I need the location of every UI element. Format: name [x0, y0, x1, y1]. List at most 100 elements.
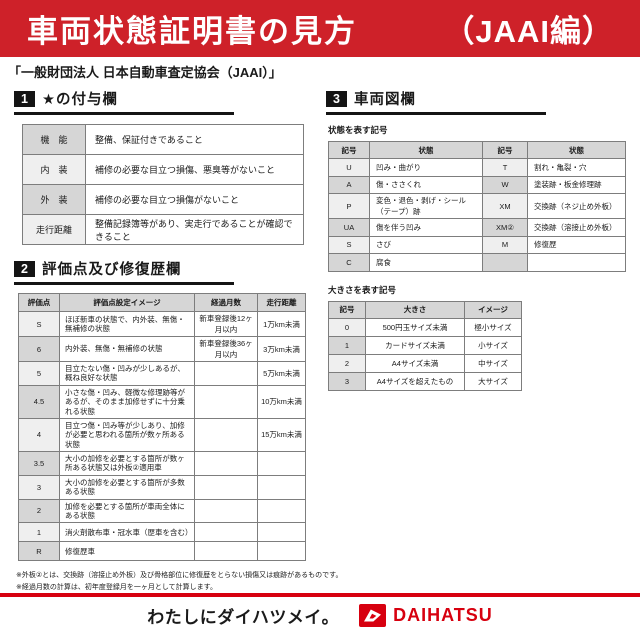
footnote: ※外板②とは、交換跡（溶接止め外板）及び骨格部位に修復歴をとらない損傷又は痕跡が…	[16, 572, 343, 580]
score-cell: 6	[18, 336, 60, 362]
column-header: 経過月数	[194, 293, 258, 312]
image-cell: 大小の加修を必要とする箇所が多数ある状態	[59, 474, 195, 500]
criteria-label: 走行距離	[22, 214, 86, 245]
section3-title: 車両図欄	[354, 92, 416, 108]
image-cell: 目立たない傷・凹みが少しあるが、概ね良好な状態	[59, 361, 195, 386]
size-cell: A4サイズ未満	[365, 353, 465, 373]
score-cell: R	[18, 541, 60, 562]
symbol-cell: W	[482, 175, 528, 194]
score-cell: 4	[18, 417, 60, 453]
table-row: 5 目立たない傷・凹みが少しあるが、概ね良好な状態 5万km未満	[18, 361, 306, 386]
score-cell: 3.5	[18, 451, 60, 476]
image-cell: 小さな傷・凹み、軽微な修理跡等があるが、そのまま加修せずに十分乗れる状態	[59, 384, 195, 419]
distance-cell: 3万km未満	[257, 336, 306, 362]
table-row: P 変色・退色・剥げ・シール（テープ）跡 XM 交換跡（ネジ止め外板）	[328, 193, 626, 219]
table-row: 機 能 整備、保証付きであること	[22, 124, 304, 155]
condition-symbols-table: 記号 状態 記号 状態 U 凹み・曲がり T 割れ・亀裂・穴 A 傷・ささくれ …	[328, 141, 626, 272]
condition-cell: 凹み・曲がり	[369, 158, 483, 177]
distance-cell	[257, 474, 306, 500]
condition-cell: 割れ・亀裂・穴	[527, 158, 626, 177]
table-row: UA 傷を伴う凹み XM② 交換跡（溶接止め外板）	[328, 218, 626, 237]
column-header: 状態	[369, 141, 483, 159]
condition-cell: さび	[369, 235, 483, 254]
condition-cell: 傷を伴う凹み	[369, 218, 483, 237]
image-cell: 消火剤散布車・冠水車（歴車を含む）	[59, 522, 195, 543]
symbol-cell: XM②	[482, 218, 528, 237]
criteria-desc: 補修の必要な目立つ損傷、悪臭等がないこと	[85, 154, 304, 185]
table-header-row: 評価点 評価点設定イメージ 経過月数 走行距離	[18, 293, 306, 312]
star-criteria-table: 機 能 整備、保証付きであること 内 装 補修の必要な目立つ損傷、悪臭等がないこ…	[22, 124, 304, 245]
daihatsu-slogan: わたしにダイハツメイ。	[147, 608, 340, 628]
table-row: 4.5 小さな傷・凹み、軽微な修理跡等があるが、そのまま加修せずに十分乗れる状態…	[18, 384, 306, 419]
table-row: U 凹み・曲がり T 割れ・亀裂・穴	[328, 158, 626, 177]
symbol-cell: M	[482, 235, 528, 254]
table-row: 1 カードサイズ未満 小サイズ	[328, 335, 522, 355]
months-cell	[194, 522, 258, 543]
column-header: 走行距離	[257, 293, 306, 312]
table-row: 2 加修を必要とする箇所が車両全体にある状態	[18, 498, 306, 524]
section3-number-badge: 3	[326, 90, 347, 107]
distance-cell	[257, 451, 306, 476]
table-row: 内 装 補修の必要な目立つ損傷、悪臭等がないこと	[22, 154, 304, 185]
score-cell: 4.5	[18, 384, 60, 419]
months-cell	[194, 451, 258, 476]
size-cell: カードサイズ未満	[365, 335, 465, 355]
image-cell: 中サイズ	[464, 353, 522, 373]
footer: わたしにダイハツメイ。 DAIHATSU	[0, 597, 640, 634]
table-row: 3 A4サイズを超えたもの 大サイズ	[328, 371, 522, 391]
condition-cell: 腐食	[369, 253, 483, 272]
months-cell: 新車登録後12ヶ月以内	[194, 311, 258, 337]
image-cell: 極小サイズ	[464, 317, 522, 337]
table-row: R 修復歴車	[18, 541, 306, 562]
table-row: 1 消火剤散布車・冠水車（歴車を含む）	[18, 522, 306, 543]
criteria-label: 機 能	[22, 124, 86, 155]
title-banner: 車両状態証明書の見方 （JAAI編）	[0, 0, 640, 57]
section1-title: ★の付与欄	[42, 92, 118, 108]
image-cell: 大サイズ	[464, 371, 522, 391]
symbol-cell: XM	[482, 193, 528, 219]
condition-symbols-label: 状態を表す記号	[328, 125, 388, 135]
table-row: 4 目立つ傷・凹み等が少しあり、加修が必要と思われる箇所が数ヶ所ある状態 15万…	[18, 417, 306, 453]
section2-header: 2 評価点及び修復歴欄	[14, 258, 234, 285]
section1-header: 1 ★の付与欄	[14, 88, 234, 115]
image-cell: 目立つ傷・凹み等が少しあり、加修が必要と思われる箇所が数ヶ所ある状態	[59, 417, 195, 453]
image-cell: 大小の加修を必要とする箇所が数ヶ所ある状態又は外板②適用車	[59, 451, 195, 476]
symbol-cell: U	[328, 158, 370, 177]
symbol-cell: C	[328, 253, 370, 272]
condition-cell: 交換跡（ネジ止め外板）	[527, 193, 626, 219]
score-cell: S	[18, 311, 60, 337]
distance-cell: 1万km未満	[257, 311, 306, 337]
table-row: A 傷・ささくれ W 塗装跡・板金修理跡	[328, 175, 626, 194]
section1-number-badge: 1	[14, 90, 35, 107]
section3-header: 3 車両図欄	[326, 88, 546, 115]
distance-cell	[257, 498, 306, 524]
criteria-desc: 整備、保証付きであること	[85, 124, 304, 155]
table-row: C 腐食	[328, 253, 626, 272]
column-header: 記号	[328, 300, 366, 319]
image-cell: 加修を必要とする箇所が車両全体にある状態	[59, 498, 195, 524]
symbol-cell: 0	[328, 317, 366, 337]
column-header: 状態	[527, 141, 626, 159]
symbol-cell	[482, 253, 528, 272]
distance-cell: 5万km未満	[257, 361, 306, 386]
months-cell	[194, 474, 258, 500]
score-cell: 3	[18, 474, 60, 500]
symbol-cell: 2	[328, 353, 366, 373]
months-cell	[194, 541, 258, 562]
footnote: ※経過月数の計算は、初年度登録月を一ヶ月として計算します。	[16, 583, 217, 591]
size-cell: 500円玉サイズ未満	[365, 317, 465, 337]
symbol-cell: A	[328, 175, 370, 194]
image-cell: 小サイズ	[464, 335, 522, 355]
condition-cell	[527, 253, 626, 272]
score-cell: 1	[18, 522, 60, 543]
image-cell: 修復歴車	[59, 541, 195, 562]
daihatsu-brand: DAIHATSU	[359, 604, 493, 628]
condition-cell: 変色・退色・剥げ・シール（テープ）跡	[369, 193, 483, 219]
symbol-cell: 3	[328, 371, 366, 391]
symbol-cell: S	[328, 235, 370, 254]
table-header-row: 記号 大きさ イメージ	[328, 300, 522, 319]
months-cell	[194, 498, 258, 524]
table-row: S ほぼ新車の状態で、内外装、無傷・無補修の状態 新車登録後12ヶ月以内 1万k…	[18, 311, 306, 337]
condition-cell: 傷・ささくれ	[369, 175, 483, 194]
table-row: S さび M 修復歴	[328, 235, 626, 254]
